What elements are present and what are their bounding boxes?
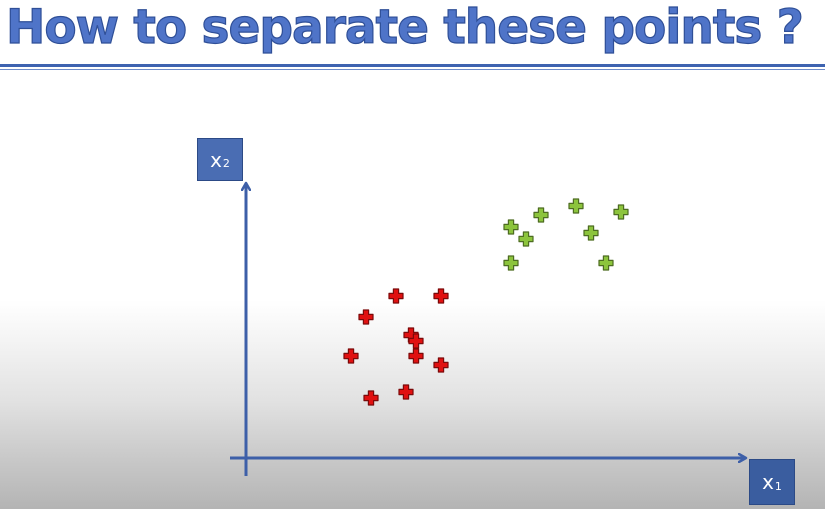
red-point-marker xyxy=(343,348,359,364)
title-rule-thin xyxy=(0,69,825,70)
green-point-marker xyxy=(518,231,534,247)
y-axis-label-text: x xyxy=(210,147,222,172)
green-point-marker xyxy=(503,219,519,235)
red-point-marker xyxy=(433,288,449,304)
points-layer xyxy=(343,198,629,406)
page-title: How to separate these points ? xyxy=(5,0,804,56)
red-point-marker xyxy=(398,384,414,400)
red-point-marker xyxy=(408,333,424,349)
title-rule xyxy=(0,64,825,67)
green-point-marker xyxy=(583,225,599,241)
red-point-marker xyxy=(363,390,379,406)
green-point-marker xyxy=(533,207,549,223)
x-axis-label-text: x xyxy=(762,470,774,494)
red-point-marker xyxy=(433,357,449,373)
green-point-marker xyxy=(598,255,614,271)
green-point-marker xyxy=(503,255,519,271)
green-point-marker xyxy=(613,204,629,220)
red-point-marker xyxy=(358,309,374,325)
red-point-marker xyxy=(388,288,404,304)
red-point-marker xyxy=(408,348,424,364)
y-axis-label-subscript: 2 xyxy=(222,157,230,170)
green-point-marker xyxy=(568,198,584,214)
x-axis-label-subscript: 1 xyxy=(774,479,782,493)
